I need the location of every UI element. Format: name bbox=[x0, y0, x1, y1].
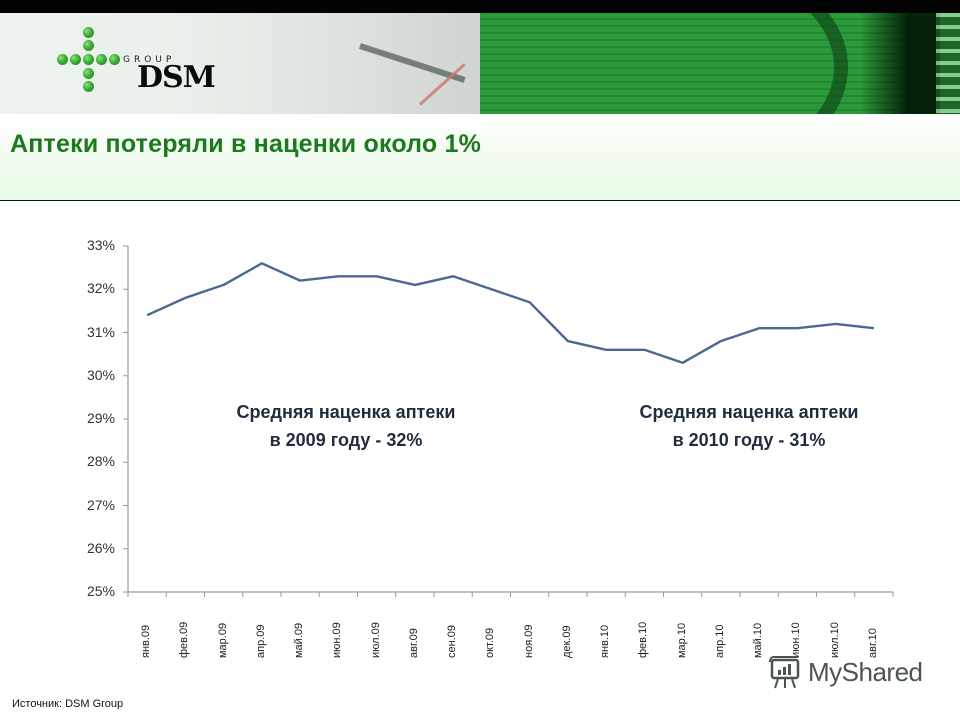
gear-decoration bbox=[936, 13, 960, 114]
x-tick-label: июн.09 bbox=[331, 622, 344, 658]
watermark-label: MyShared bbox=[808, 656, 923, 687]
x-tick-label: май.10 bbox=[752, 622, 765, 658]
logo-dot-icon bbox=[83, 68, 94, 79]
banner-green-image bbox=[480, 13, 960, 114]
x-tick-label: окт.09 bbox=[484, 627, 497, 658]
annotation-2009-line2: в 2009 году - 32% bbox=[269, 430, 423, 450]
dsm-group-logo: GROUP DSM bbox=[55, 27, 216, 97]
y-tick-label: 33% bbox=[86, 237, 115, 253]
title-band bbox=[0, 114, 960, 201]
y-tick-label: 30% bbox=[86, 366, 115, 383]
presentation-board-icon bbox=[769, 655, 800, 689]
y-tick-label: 25% bbox=[86, 583, 115, 599]
logo-dot-icon bbox=[57, 54, 68, 65]
logo-dot-icon bbox=[96, 54, 107, 65]
x-tick-label: июл.09 bbox=[369, 622, 382, 658]
x-tick-label: мар.09 bbox=[216, 622, 229, 658]
myshared-watermark: MyShared bbox=[768, 654, 923, 690]
x-tick-label: апр.10 bbox=[713, 624, 726, 658]
logo-dot-icon bbox=[83, 54, 94, 65]
slide-title: Аптеки потеряли в наценки около 1% bbox=[10, 130, 482, 158]
logo-dot-icon bbox=[109, 54, 120, 65]
y-tick-label: 31% bbox=[86, 323, 115, 340]
banner-clock-image bbox=[0, 13, 480, 114]
annotation-2009: Средняя наценка аптеки в 2009 году - 32% bbox=[196, 398, 496, 454]
x-tick-label: янв.09 bbox=[140, 624, 153, 658]
source-note: Источник: DSM Group bbox=[12, 698, 124, 710]
x-tick-label: сен.09 bbox=[446, 625, 459, 658]
annotation-2010-line2: в 2010 году - 31% bbox=[672, 430, 826, 450]
title-divider bbox=[0, 200, 960, 201]
x-tick-label: июл.10 bbox=[828, 622, 841, 658]
y-tick-label: 27% bbox=[86, 496, 115, 513]
y-tick-label: 28% bbox=[86, 453, 115, 470]
x-tick-label: май.09 bbox=[293, 622, 306, 658]
x-tick-label: фев.10 bbox=[637, 621, 650, 658]
logo-dot-icon bbox=[83, 27, 94, 38]
top-bar bbox=[0, 0, 960, 13]
y-tick-label: 26% bbox=[86, 539, 115, 556]
x-tick-label: авг.10 bbox=[866, 628, 879, 658]
logo-dot-icon bbox=[83, 81, 94, 92]
series-line bbox=[146, 262, 875, 364]
x-tick-label: ноя.09 bbox=[522, 624, 535, 658]
annotation-2009-line1: Средняя наценка аптеки bbox=[236, 402, 456, 422]
x-tick-label: мар.10 bbox=[675, 622, 688, 658]
logo-group-text: GROUP bbox=[123, 55, 176, 65]
header-banner bbox=[0, 13, 960, 114]
x-tick-label: фев.09 bbox=[178, 621, 191, 658]
logo-brand-text: DSM bbox=[137, 60, 216, 95]
x-tick-label: июн.10 bbox=[790, 622, 803, 658]
y-tick-label: 32% bbox=[86, 280, 115, 297]
logo-dot-icon bbox=[70, 54, 81, 65]
shade-decoration bbox=[860, 13, 940, 114]
x-tick-label: янв.10 bbox=[599, 624, 612, 658]
logo-dot-icon bbox=[83, 40, 94, 51]
y-tick-label: 29% bbox=[86, 410, 115, 426]
annotation-2010: Средняя наценка аптеки в 2010 году - 31% bbox=[599, 398, 899, 454]
x-tick-label: авг.09 bbox=[407, 628, 420, 658]
annotation-2010-line1: Средняя наценка аптеки bbox=[639, 402, 859, 422]
x-tick-label: апр.09 bbox=[254, 624, 267, 658]
x-tick-label: дек.09 bbox=[560, 625, 573, 658]
